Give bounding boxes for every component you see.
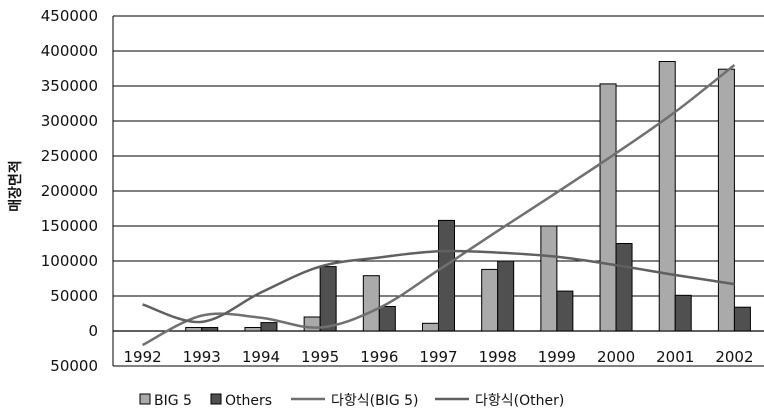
bar-others-2000 bbox=[615, 243, 633, 332]
bar-others-1995 bbox=[319, 266, 337, 332]
bar-big-5-1999 bbox=[540, 225, 558, 332]
x-tick-labels: 1992 1993 1994 1995 1996 1997 1998 1999 2000 2001… bbox=[123, 348, 753, 366]
legend-label: BIG 5 bbox=[154, 393, 192, 409]
trend-lines bbox=[142, 64, 736, 347]
y-tick-label: 0 bbox=[88, 322, 98, 340]
bar-others-1993 bbox=[201, 327, 219, 332]
x-tick-label-2001: 2001 bbox=[656, 348, 694, 366]
y-tick-labels: 450000 400000 350000 300000 250000 200000 1500… bbox=[41, 7, 98, 375]
x-tick-label-1997: 1997 bbox=[419, 348, 457, 366]
trend-line-other bbox=[142, 249, 735, 324]
legend-swatch-big-5 bbox=[139, 393, 151, 405]
bar-big-5-1997 bbox=[422, 322, 439, 332]
bars bbox=[185, 61, 751, 332]
y-tick-label: 400000 bbox=[41, 42, 98, 60]
y-tick-label: 50000 bbox=[50, 287, 98, 305]
bar-others-2001 bbox=[674, 294, 692, 332]
bar-big-5-1996 bbox=[362, 275, 380, 332]
legend-label: Others bbox=[225, 393, 272, 409]
y-tick-label: 200000 bbox=[41, 182, 98, 200]
y-tick-label: 450000 bbox=[41, 7, 98, 25]
y-tick-label: 150000 bbox=[41, 217, 98, 235]
bar-big-5-2000 bbox=[599, 83, 617, 332]
x-tick-label-1996: 1996 bbox=[360, 348, 398, 366]
legend-label: 다항식(Other) bbox=[475, 393, 564, 409]
y-tick-label: 350000 bbox=[41, 77, 98, 95]
bar-others-1994 bbox=[260, 322, 278, 332]
bar-big-5-1993 bbox=[185, 327, 203, 332]
legend-swatch-others bbox=[210, 393, 222, 405]
y-tick-label: 300000 bbox=[41, 112, 98, 130]
bar-big-5-2002 bbox=[717, 68, 735, 332]
legend: BIG 5 Others 다항식(BIG 5) 다항식(Other) bbox=[139, 393, 564, 409]
x-tick-label-2002: 2002 bbox=[715, 348, 753, 366]
bar-others-2002 bbox=[733, 306, 751, 332]
x-tick-label-1995: 1995 bbox=[301, 348, 339, 366]
y-tick-label: 250000 bbox=[41, 147, 98, 165]
x-tick-label-2000: 2000 bbox=[597, 348, 635, 366]
x-tick-label-1999: 1999 bbox=[538, 348, 576, 366]
x-tick-label-1998: 1998 bbox=[479, 348, 517, 366]
bar-others-1997 bbox=[438, 219, 455, 332]
bar-big-5-2001 bbox=[658, 61, 676, 332]
bar-big-5-1998 bbox=[481, 268, 499, 332]
y-tick-label: 100000 bbox=[41, 252, 98, 270]
bar-others-1999 bbox=[556, 290, 574, 332]
bar-big-5-1994 bbox=[244, 327, 262, 332]
trend-line-big5 bbox=[142, 64, 736, 347]
bar-others-1996 bbox=[378, 306, 396, 332]
bar-big-5-1995 bbox=[303, 316, 321, 332]
x-tick-label-1992: 1992 bbox=[123, 348, 161, 366]
x-tick-label-1994: 1994 bbox=[242, 348, 280, 366]
x-tick-label-1993: 1993 bbox=[183, 348, 221, 366]
bar-others-1998 bbox=[497, 260, 515, 332]
legend-label: 다항식(BIG 5) bbox=[331, 393, 419, 409]
y-axis-label: 매장면적 bbox=[7, 160, 24, 212]
y-tick-label: 50000 bbox=[50, 357, 98, 375]
